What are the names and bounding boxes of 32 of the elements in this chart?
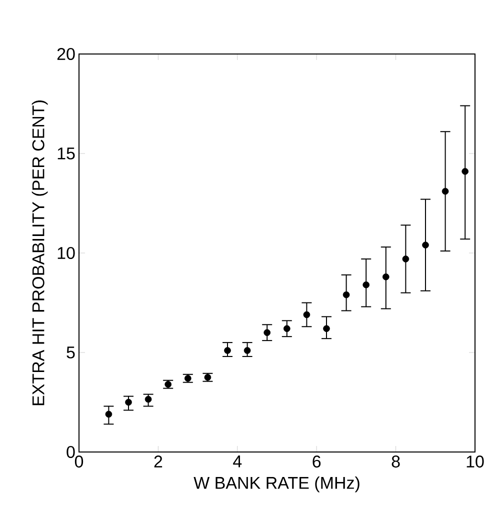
point [264,329,270,336]
y-axis-title: EXTRA HIT PROBABILITY (PER CENT) [32,100,48,406]
x-tick-label: 4 [233,456,242,468]
point [402,256,410,262]
point [224,347,231,354]
point [125,398,132,406]
point [342,291,350,298]
point [323,325,330,332]
x-tick-label: 2 [154,456,162,468]
point [422,242,429,248]
x-tick-label: 6 [312,456,321,468]
x-tick-label: 0 [74,456,84,468]
point [442,188,449,195]
point [362,281,370,288]
point [462,168,468,175]
point [204,374,212,381]
y-tick-label: 15 [58,148,75,160]
point [382,273,390,280]
x-axis-title: W BANK RATE (MHz) [194,476,360,492]
x-tick-label: 10 [466,456,484,468]
point [144,396,152,403]
y-tick-label: 0 [66,446,75,458]
point [303,311,310,318]
point [184,374,192,382]
y-tick-label: 20 [57,48,75,60]
point [105,410,112,418]
point [244,347,251,354]
x-tick-label: 8 [392,456,400,468]
y-tick-label: 5 [66,346,75,358]
point [284,325,290,332]
y-tick-label: 10 [58,246,75,260]
point [164,380,172,388]
